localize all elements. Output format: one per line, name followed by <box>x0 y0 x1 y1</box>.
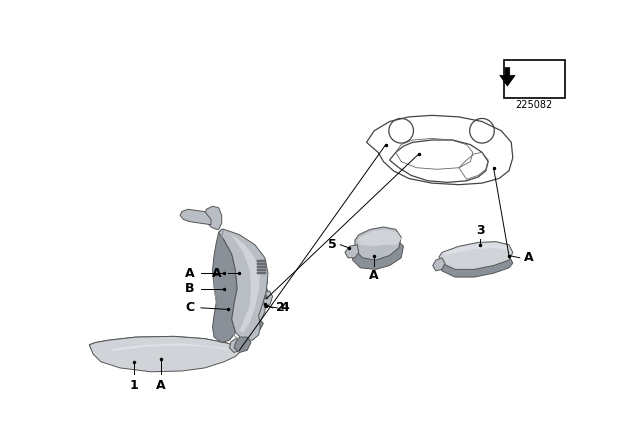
Text: B: B <box>186 282 195 295</box>
Text: 4: 4 <box>280 302 289 314</box>
Polygon shape <box>219 229 268 340</box>
Polygon shape <box>257 287 268 293</box>
Polygon shape <box>257 280 268 285</box>
Text: A: A <box>369 269 379 282</box>
Bar <box>257 266 266 268</box>
Text: A: A <box>185 267 195 280</box>
Polygon shape <box>230 339 243 353</box>
Polygon shape <box>355 227 401 260</box>
Polygon shape <box>90 336 237 370</box>
Polygon shape <box>357 229 401 246</box>
Polygon shape <box>257 295 268 300</box>
FancyBboxPatch shape <box>504 60 565 99</box>
Polygon shape <box>439 241 513 269</box>
Text: 5: 5 <box>328 238 337 251</box>
Polygon shape <box>113 343 228 351</box>
Polygon shape <box>205 206 221 229</box>
Polygon shape <box>444 243 509 255</box>
Text: C: C <box>186 302 195 314</box>
Polygon shape <box>180 209 211 225</box>
Polygon shape <box>345 245 359 258</box>
Polygon shape <box>212 229 237 343</box>
Polygon shape <box>230 233 260 332</box>
Polygon shape <box>353 237 403 269</box>
Polygon shape <box>90 336 239 372</box>
Text: 1: 1 <box>129 379 138 392</box>
Bar <box>257 269 266 271</box>
Polygon shape <box>236 245 266 327</box>
Text: 225082: 225082 <box>516 100 553 110</box>
Polygon shape <box>433 258 445 271</box>
Polygon shape <box>500 68 515 86</box>
Text: 3: 3 <box>476 224 484 237</box>
Polygon shape <box>439 252 513 277</box>
Bar <box>257 272 266 274</box>
Text: 2: 2 <box>276 302 284 314</box>
Bar <box>257 260 266 262</box>
Text: A: A <box>524 251 534 264</box>
Polygon shape <box>245 317 263 331</box>
Text: A: A <box>212 267 221 280</box>
Bar <box>257 263 266 265</box>
Text: A: A <box>156 379 166 392</box>
Polygon shape <box>237 246 260 323</box>
Polygon shape <box>234 337 251 353</box>
Polygon shape <box>263 291 273 308</box>
